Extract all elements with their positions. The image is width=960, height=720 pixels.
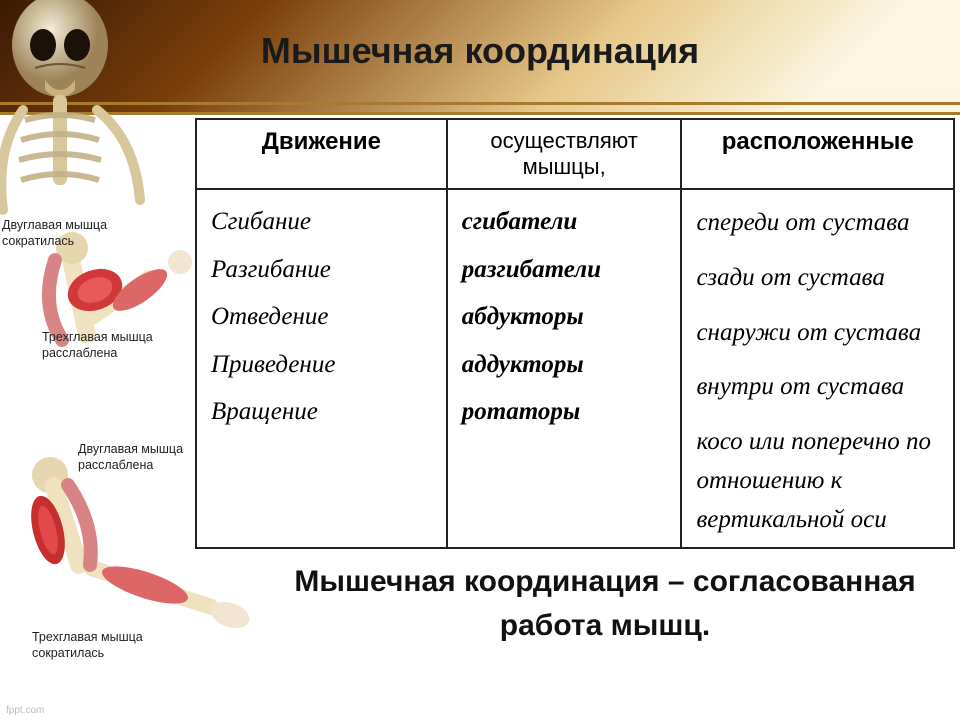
muscle-item: аддукторы (462, 341, 667, 389)
col-movement: Движение (197, 120, 447, 189)
location-item: спереди от сустава (696, 204, 939, 243)
muscles-cell: сгибатели разгибатели абдукторы аддуктор… (447, 189, 682, 547)
movement-item: Отведение (211, 293, 432, 341)
label-triceps-contracted: Трехглавая мышцасократилась (32, 630, 143, 661)
muscle-item: разгибатели (462, 246, 667, 294)
locations-cell: спереди от сустава сзади от сустава снар… (681, 189, 954, 547)
muscle-item: абдукторы (462, 293, 667, 341)
muscle-table: Движение осуществляют мышцы, расположенн… (195, 118, 955, 549)
movements-cell: Сгибание Разгибание Отведение Приведение… (197, 189, 447, 547)
definition-text: Мышечная координация – согласованная раб… (280, 560, 930, 647)
table-header-row: Движение осуществляют мышцы, расположенн… (197, 120, 954, 189)
label-triceps-relaxed: Трехглавая мышцарасслаблена (42, 330, 153, 361)
movement-item: Вращение (211, 388, 432, 436)
location-item: внутри от сустава (696, 368, 939, 407)
muscle-item: сгибатели (462, 198, 667, 246)
location-item: косо или поперечно по отношению к вертик… (696, 423, 939, 539)
location-item: сзади от сустава (696, 259, 939, 298)
footer-credit: fppt.com (6, 705, 44, 716)
movement-item: Сгибание (211, 198, 432, 246)
movement-item: Приведение (211, 341, 432, 389)
label-biceps-relaxed: Двуглавая мышцарасслаблена (78, 442, 183, 473)
movement-item: Разгибание (211, 246, 432, 294)
col-muscles: осуществляют мышцы, (447, 120, 682, 189)
label-biceps-contracted: Двуглавая мышцасократилась (2, 218, 107, 249)
location-item: снаружи от сустава (696, 314, 939, 353)
table-body-row: Сгибание Разгибание Отведение Приведение… (197, 189, 954, 547)
muscle-item: ротаторы (462, 388, 667, 436)
col-location: расположенные (681, 120, 954, 189)
